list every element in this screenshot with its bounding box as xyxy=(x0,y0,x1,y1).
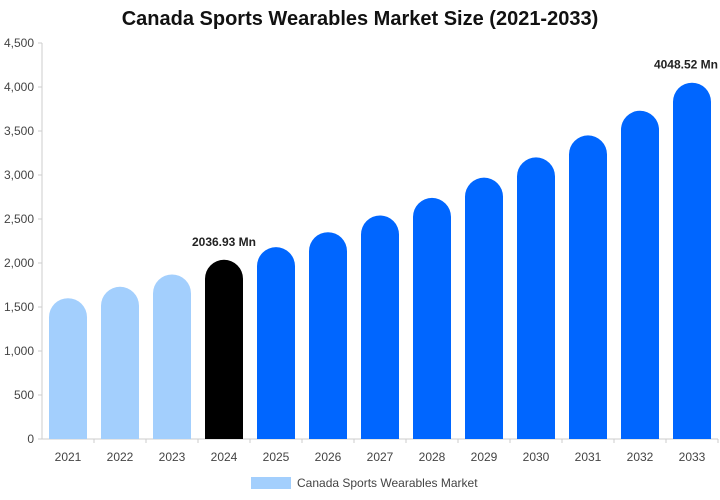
x-tick-label: 2029 xyxy=(471,450,498,464)
y-tick-label: 0 xyxy=(27,432,34,446)
chart-title: Canada Sports Wearables Market Size (202… xyxy=(121,8,599,30)
y-tick-label: 3,000 xyxy=(4,168,34,182)
y-tick-label: 2,000 xyxy=(4,256,34,270)
data-label-2024: 2036.93 Mn xyxy=(192,235,256,249)
x-tick-label: 2027 xyxy=(367,450,394,464)
bar-2023 xyxy=(153,274,191,439)
y-tick-label: 3,500 xyxy=(4,124,34,138)
bar-2024 xyxy=(205,259,243,439)
x-tick-label: 2028 xyxy=(419,450,446,464)
y-tick-label: 4,500 xyxy=(4,36,34,50)
bar-2029 xyxy=(465,177,503,439)
bar-2030 xyxy=(517,157,555,439)
x-tick-label: 2025 xyxy=(263,450,290,464)
x-tick-label: 2032 xyxy=(627,450,654,464)
y-tick-label: 4,000 xyxy=(4,80,34,94)
x-tick-label: 2024 xyxy=(211,450,238,464)
bar-2022 xyxy=(101,286,139,439)
x-tick-label: 2030 xyxy=(523,450,550,464)
bar-2027 xyxy=(361,215,399,439)
y-tick-label: 1,500 xyxy=(4,300,34,314)
x-tick-label: 2026 xyxy=(315,450,342,464)
x-tick-label: 2022 xyxy=(107,450,134,464)
y-tick-label: 1,000 xyxy=(4,344,34,358)
bar-2028 xyxy=(413,197,451,439)
x-tick-label: 2031 xyxy=(575,450,602,464)
x-tick-label: 2033 xyxy=(679,450,706,464)
y-tick-label: 2,500 xyxy=(4,212,34,226)
legend-swatch xyxy=(251,477,291,489)
bar-2021 xyxy=(49,298,87,439)
data-label-2033: 4048.52 Mn xyxy=(654,58,718,72)
bar-2033 xyxy=(673,82,711,440)
y-tick-label: 500 xyxy=(14,388,34,402)
bar-2025 xyxy=(257,247,295,439)
legend-label: Canada Sports Wearables Market xyxy=(297,476,478,490)
x-tick-label: 2021 xyxy=(55,450,82,464)
bar-2026 xyxy=(309,232,347,439)
x-tick-label: 2023 xyxy=(159,450,186,464)
bar-2031 xyxy=(569,135,607,439)
bar-2032 xyxy=(621,110,659,439)
